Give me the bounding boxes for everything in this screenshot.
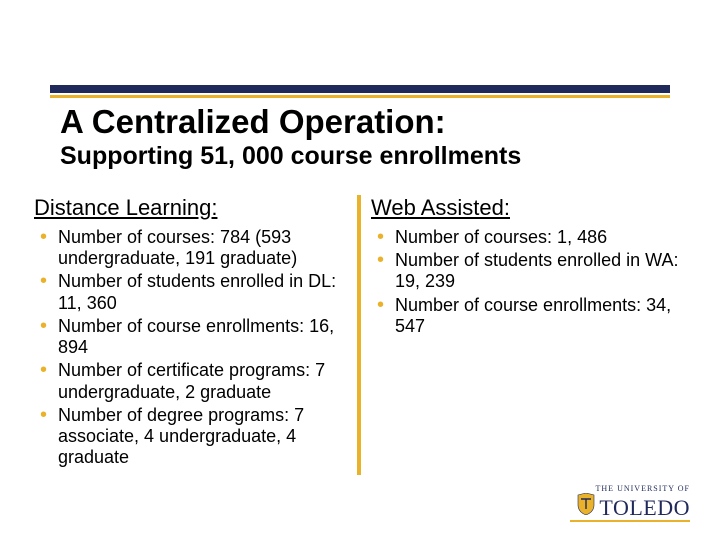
top-border-bar [50, 85, 670, 93]
right-heading: Web Assisted: [371, 195, 686, 221]
right-bullets: Number of courses: 1, 486 Number of stud… [371, 227, 686, 337]
list-item: Number of courses: 784 (593 undergraduat… [34, 227, 347, 269]
university-logo: THE UNIVERSITY OF TOLEDO [570, 485, 690, 522]
shield-icon [577, 493, 595, 515]
right-column: Web Assisted: Number of courses: 1, 486 … [363, 195, 686, 475]
left-bullets: Number of courses: 784 (593 undergraduat… [34, 227, 347, 469]
list-item: Number of course enrollments: 16, 894 [34, 316, 347, 358]
left-heading: Distance Learning: [34, 195, 347, 221]
slide-title: A Centralized Operation: [60, 103, 690, 141]
logo-wordmark: TOLEDO [599, 497, 690, 519]
slide: A Centralized Operation: Supporting 51, … [0, 0, 720, 540]
logo-top-text: THE UNIVERSITY OF [570, 485, 690, 493]
slide-subtitle: Supporting 51, 000 course enrollments [60, 141, 690, 171]
list-item: Number of students enrolled in WA: 19, 2… [371, 250, 686, 292]
list-item: Number of courses: 1, 486 [371, 227, 686, 248]
accent-line [50, 95, 670, 98]
list-item: Number of students enrolled in DL: 11, 3… [34, 271, 347, 313]
list-item: Number of certificate programs: 7 underg… [34, 360, 347, 402]
left-column: Distance Learning: Number of courses: 78… [34, 195, 357, 475]
logo-underline [570, 520, 690, 522]
column-divider [357, 195, 361, 475]
logo-main: TOLEDO [570, 493, 690, 519]
list-item: Number of course enrollments: 34, 547 [371, 295, 686, 337]
content-columns: Distance Learning: Number of courses: 78… [34, 195, 686, 475]
list-item: Number of degree programs: 7 associate, … [34, 405, 347, 469]
title-area: A Centralized Operation: Supporting 51, … [60, 103, 690, 171]
